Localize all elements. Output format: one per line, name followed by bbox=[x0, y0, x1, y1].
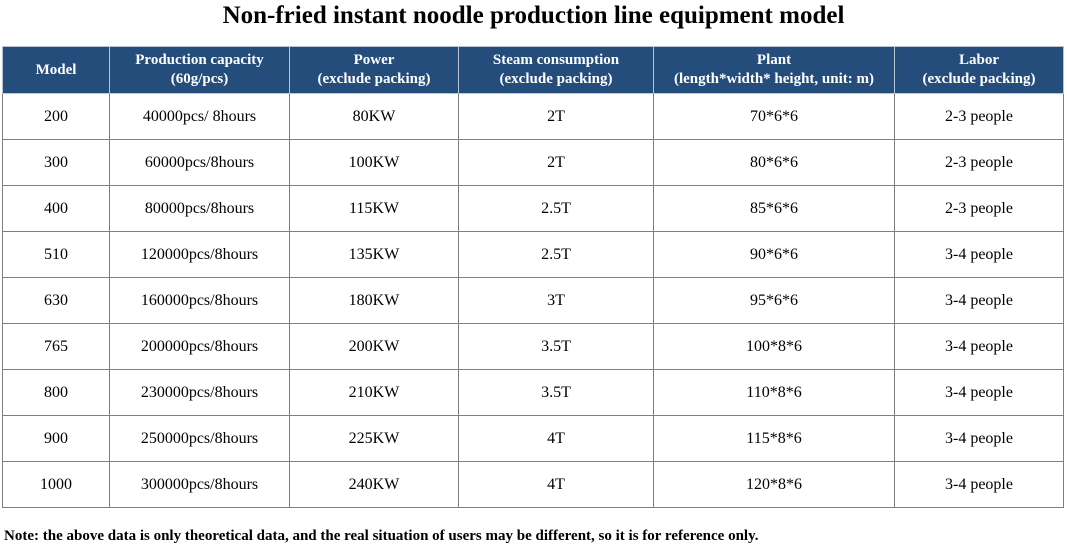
table-row: 510 120000pcs/8hours 135KW 2.5T 90*6*6 3… bbox=[2, 231, 1064, 278]
cell-production-capacity: 200000pcs/8hours bbox=[109, 323, 290, 370]
cell-power: 80KW bbox=[289, 93, 459, 140]
column-header-label: Power bbox=[353, 52, 395, 68]
column-header-steam-consumption: Steam consumption (exclude packing) bbox=[458, 46, 654, 94]
cell-steam-consumption: 3T bbox=[458, 277, 654, 324]
cell-model: 510 bbox=[2, 231, 110, 278]
cell-power: 100KW bbox=[289, 139, 459, 186]
cell-power: 135KW bbox=[289, 231, 459, 278]
cell-power: 210KW bbox=[289, 369, 459, 416]
cell-labor: 2-3 people bbox=[894, 185, 1064, 232]
cell-plant: 110*8*6 bbox=[653, 369, 895, 416]
cell-production-capacity: 250000pcs/8hours bbox=[109, 415, 290, 462]
column-header-label: Model bbox=[35, 61, 77, 78]
cell-production-capacity: 80000pcs/8hours bbox=[109, 185, 290, 232]
column-header-labor: Labor (exclude packing) bbox=[894, 46, 1064, 94]
cell-labor: 3-4 people bbox=[894, 461, 1064, 508]
cell-model: 1000 bbox=[2, 461, 110, 508]
cell-steam-consumption: 2T bbox=[458, 139, 654, 186]
cell-plant: 85*6*6 bbox=[653, 185, 895, 232]
cell-plant: 70*6*6 bbox=[653, 93, 895, 140]
column-header-production-capacity: Production capacity (60g/pcs) bbox=[109, 46, 290, 94]
column-header-label: Plant bbox=[756, 52, 792, 68]
cell-model: 800 bbox=[2, 369, 110, 416]
footnote: Note: the above data is only theoretical… bbox=[4, 528, 759, 544]
cell-model: 200 bbox=[2, 93, 110, 140]
table-row: 800 230000pcs/8hours 210KW 3.5T 110*8*6 … bbox=[2, 369, 1064, 416]
cell-power: 225KW bbox=[289, 415, 459, 462]
column-header-power: Power (exclude packing) bbox=[289, 46, 459, 94]
cell-production-capacity: 60000pcs/8hours bbox=[109, 139, 290, 186]
equipment-model-table: Model Production capacity (60g/pcs) Powe… bbox=[2, 46, 1064, 508]
column-header-sublabel: (exclude packing) bbox=[499, 71, 613, 87]
cell-model: 300 bbox=[2, 139, 110, 186]
cell-production-capacity: 300000pcs/8hours bbox=[109, 461, 290, 508]
cell-plant: 95*6*6 bbox=[653, 277, 895, 324]
cell-plant: 115*8*6 bbox=[653, 415, 895, 462]
cell-plant: 90*6*6 bbox=[653, 231, 895, 278]
cell-steam-consumption: 3.5T bbox=[458, 323, 654, 370]
table-row: 1000 300000pcs/8hours 240KW 4T 120*8*6 3… bbox=[2, 461, 1064, 508]
cell-steam-consumption: 4T bbox=[458, 461, 654, 508]
table-row: 400 80000pcs/8hours 115KW 2.5T 85*6*6 2-… bbox=[2, 185, 1064, 232]
column-header-sublabel: (60g/pcs) bbox=[170, 71, 229, 87]
cell-plant: 120*8*6 bbox=[653, 461, 895, 508]
cell-steam-consumption: 2T bbox=[458, 93, 654, 140]
column-header-label: Production capacity bbox=[135, 52, 264, 68]
cell-power: 240KW bbox=[289, 461, 459, 508]
table-row: 900 250000pcs/8hours 225KW 4T 115*8*6 3-… bbox=[2, 415, 1064, 462]
column-header-model: Model bbox=[2, 46, 110, 94]
cell-labor: 3-4 people bbox=[894, 323, 1064, 370]
cell-labor: 3-4 people bbox=[894, 277, 1064, 324]
column-header-plant: Plant (length*width* height, unit: m) bbox=[653, 46, 895, 94]
table-row: 630 160000pcs/8hours 180KW 3T 95*6*6 3-4… bbox=[2, 277, 1064, 324]
page-title: Non-fried instant noodle production line… bbox=[222, 2, 845, 29]
cell-power: 115KW bbox=[289, 185, 459, 232]
column-header-sublabel: (exclude packing) bbox=[317, 71, 431, 87]
cell-plant: 80*6*6 bbox=[653, 139, 895, 186]
cell-steam-consumption: 2.5T bbox=[458, 231, 654, 278]
cell-production-capacity: 40000pcs/ 8hours bbox=[109, 93, 290, 140]
table-row: 200 40000pcs/ 8hours 80KW 2T 70*6*6 2-3 … bbox=[2, 93, 1064, 140]
cell-labor: 2-3 people bbox=[894, 139, 1064, 186]
cell-production-capacity: 120000pcs/8hours bbox=[109, 231, 290, 278]
column-header-label: Labor bbox=[958, 52, 999, 68]
cell-production-capacity: 160000pcs/8hours bbox=[109, 277, 290, 324]
cell-steam-consumption: 4T bbox=[458, 415, 654, 462]
table-header-row: Model Production capacity (60g/pcs) Powe… bbox=[2, 46, 1064, 94]
cell-labor: 3-4 people bbox=[894, 369, 1064, 416]
cell-model: 630 bbox=[2, 277, 110, 324]
column-header-label: Steam consumption bbox=[492, 52, 620, 68]
cell-production-capacity: 230000pcs/8hours bbox=[109, 369, 290, 416]
cell-labor: 3-4 people bbox=[894, 415, 1064, 462]
table-row: 765 200000pcs/8hours 200KW 3.5T 100*8*6 … bbox=[2, 323, 1064, 370]
cell-model: 900 bbox=[2, 415, 110, 462]
cell-power: 200KW bbox=[289, 323, 459, 370]
cell-model: 765 bbox=[2, 323, 110, 370]
cell-steam-consumption: 3.5T bbox=[458, 369, 654, 416]
column-header-sublabel: (length*width* height, unit: m) bbox=[673, 71, 875, 87]
cell-power: 180KW bbox=[289, 277, 459, 324]
cell-labor: 2-3 people bbox=[894, 93, 1064, 140]
table-row: 300 60000pcs/8hours 100KW 2T 80*6*6 2-3 … bbox=[2, 139, 1064, 186]
cell-labor: 3-4 people bbox=[894, 231, 1064, 278]
column-header-sublabel: (exclude packing) bbox=[922, 71, 1036, 87]
cell-model: 400 bbox=[2, 185, 110, 232]
cell-steam-consumption: 2.5T bbox=[458, 185, 654, 232]
cell-plant: 100*8*6 bbox=[653, 323, 895, 370]
